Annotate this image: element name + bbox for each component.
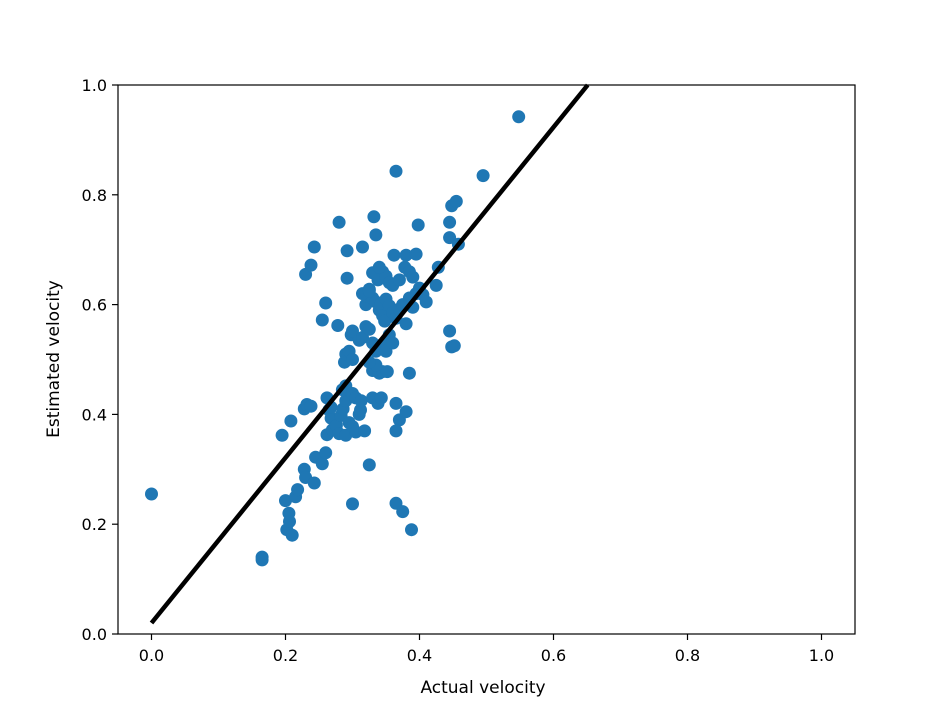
data-point	[386, 336, 400, 350]
data-point	[315, 313, 329, 327]
data-point	[332, 215, 346, 229]
data-point	[512, 110, 526, 124]
data-point	[399, 405, 413, 419]
data-point	[346, 324, 359, 338]
data-point	[340, 244, 354, 258]
data-point	[358, 424, 372, 438]
y-tick-label: 0.8	[82, 186, 107, 205]
data-point	[389, 164, 403, 178]
data-point	[346, 497, 359, 511]
y-tick-label: 0.6	[82, 296, 107, 315]
data-point	[362, 284, 376, 298]
y-tick-label: 0.4	[82, 405, 107, 424]
x-tick-label: 0.8	[675, 646, 700, 665]
x-tick-label: 1.0	[809, 646, 834, 665]
y-tick-label: 0.2	[82, 515, 107, 534]
data-point	[389, 424, 403, 438]
data-point	[362, 322, 376, 336]
data-point	[378, 314, 392, 328]
data-point	[399, 248, 413, 262]
data-point	[476, 169, 490, 183]
x-tick-label: 0.6	[541, 646, 566, 665]
data-point	[411, 218, 425, 232]
data-point	[356, 240, 369, 254]
plot-frame	[117, 84, 856, 635]
data-point	[367, 210, 381, 224]
data-point	[283, 515, 296, 528]
data-point	[374, 391, 388, 405]
fit-line-layer	[149, 83, 590, 625]
data-point	[362, 458, 376, 472]
x-axis-label: Actual velocity	[420, 678, 545, 698]
data-point	[275, 428, 289, 442]
data-point	[145, 487, 158, 501]
data-point	[279, 494, 292, 508]
data-point	[387, 248, 401, 262]
data-point	[399, 317, 413, 331]
data-point	[429, 278, 443, 292]
data-point	[372, 260, 386, 274]
y-tick-label: 0.0	[82, 625, 107, 644]
data-point	[340, 271, 354, 285]
data-point	[319, 296, 333, 310]
data-point	[354, 403, 367, 417]
data-point	[443, 324, 457, 338]
data-point	[284, 414, 298, 428]
data-point	[307, 240, 321, 254]
x-tick-label: 0.2	[273, 646, 298, 665]
data-point	[319, 446, 333, 460]
data-point	[449, 194, 463, 208]
data-point	[447, 339, 461, 353]
data-point	[406, 270, 420, 284]
data-point	[392, 273, 406, 287]
y-axis-ticks: 0.0 0.2 0.4 0.6 0.8 1.0	[82, 76, 118, 644]
data-point	[285, 528, 299, 542]
data-point	[339, 428, 353, 442]
data-point	[307, 476, 321, 490]
data-point	[409, 247, 423, 261]
x-tick-label: 0.0	[139, 646, 164, 665]
x-axis-ticks: 0.0 0.2 0.4 0.6 0.8 1.0	[139, 634, 834, 665]
data-point	[346, 353, 359, 366]
data-point	[396, 505, 410, 519]
data-point	[304, 258, 318, 272]
data-point	[304, 399, 318, 413]
data-point	[315, 457, 329, 471]
x-tick-label: 0.4	[407, 646, 432, 665]
data-point	[369, 228, 383, 242]
data-point	[389, 396, 403, 410]
y-axis-label: Estimated velocity	[44, 280, 64, 438]
data-point	[354, 394, 368, 408]
fit-line	[149, 83, 590, 625]
data-point	[405, 523, 418, 537]
data-point	[419, 295, 433, 309]
data-point	[291, 483, 305, 497]
data-point	[331, 319, 345, 332]
data-point	[402, 366, 416, 380]
data-point	[255, 553, 269, 567]
y-tick-label: 1.0	[82, 76, 107, 95]
scatter-points	[145, 110, 526, 567]
data-point	[443, 215, 457, 229]
data-point	[380, 365, 394, 379]
